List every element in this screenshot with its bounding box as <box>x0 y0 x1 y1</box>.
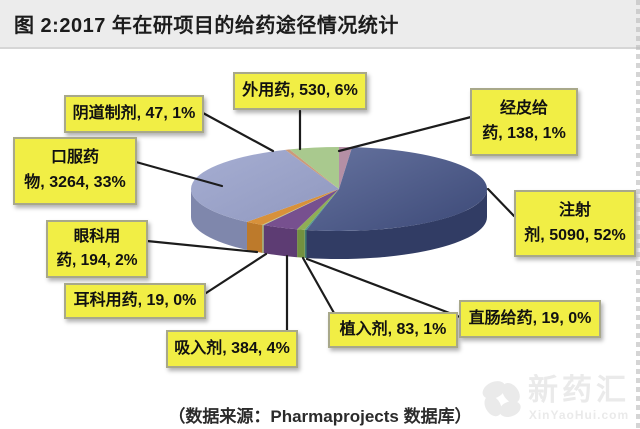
pie-slice-vaginal <box>285 149 339 189</box>
pie-slice-rectal <box>304 189 339 230</box>
pie-slice-side-inhalation <box>263 225 298 258</box>
pie-label-rectal-text: 直肠给药, 19, 0% <box>468 309 592 327</box>
pie-label-topical-text: 外用药, 530, 6% <box>242 81 358 99</box>
pie-slice-side-oral <box>191 189 247 250</box>
pie-label-injection-line1: 注射 <box>558 201 591 219</box>
leader-line-injection <box>486 187 516 218</box>
pie-slice-transdermal <box>339 147 353 189</box>
pie-slice-side-implant <box>297 229 305 258</box>
pie-label-injection-line2: 剂, 5090, 52% <box>524 226 626 244</box>
figure-title-bar: 图 2:2017 年在研项目的给药途径情况统计 <box>0 0 640 49</box>
pie-label-inhalation: 吸入剂, 384, 4% <box>166 330 298 368</box>
leader-line-implant <box>301 256 336 315</box>
pie-label-implant: 植入剂, 83, 1% <box>328 312 458 348</box>
pinwheel-flower-icon <box>482 381 521 417</box>
pie-label-rectal: 直肠给药, 19, 0% <box>459 300 601 338</box>
pie-label-oral: 口服药 物, 3264, 33% <box>13 137 137 205</box>
figure-title: 图 2:2017 年在研项目的给药途径情况统计 <box>14 15 399 37</box>
leader-line-rectal <box>305 257 462 319</box>
pie-label-ophthalmic-line2: 药, 194, 2% <box>56 252 138 269</box>
pie-slice-side-injection <box>306 189 487 260</box>
pie-label-oral-line1: 口服药 <box>50 149 99 167</box>
pie-label-transdermal-line1: 经皮给 <box>499 100 548 118</box>
pie-label-vaginal-text: 阴道制剂, 47, 1% <box>72 104 196 122</box>
leader-line-transdermal <box>337 115 473 153</box>
pie-label-ophthalmic-line1: 眼科用 <box>73 227 121 245</box>
pie-label-topical: 外用药, 530, 6% <box>233 72 367 110</box>
pie-slice-inhalation <box>263 189 339 230</box>
pie-slice-side-ophthalmic <box>246 221 263 253</box>
pie-label-transdermal: 经皮给 药, 138, 1% <box>470 88 578 156</box>
pie-slice-ophthalmic <box>246 189 339 225</box>
pie-slice-oral <box>191 149 339 222</box>
watermark-domain: XinYaoHui.com <box>528 408 630 422</box>
leader-lines <box>134 109 516 333</box>
pie-3d <box>191 147 487 260</box>
pie-label-implant-text: 植入剂, 83, 1% <box>339 320 447 338</box>
pie-label-ophthalmic: 眼科用 药, 194, 2% <box>46 220 148 278</box>
pie-label-transdermal-line2: 药, 138, 1% <box>482 125 566 142</box>
pie-slice-side-otic <box>262 224 264 254</box>
leader-line-otic <box>201 252 268 297</box>
leader-line-ophthalmic <box>145 239 259 254</box>
pie-label-otic-text: 耳科用药, 19, 0% <box>73 291 197 309</box>
leader-line-vaginal <box>201 111 275 153</box>
pie-label-otic: 耳科用药, 19, 0% <box>64 283 206 319</box>
pie-slice-otic <box>262 189 339 226</box>
watermark: 新药汇 XinYaoHui.com <box>476 373 630 425</box>
watermark-name: 新药汇 <box>528 374 630 407</box>
pie-slice-implant <box>297 189 339 230</box>
pie-label-injection: 注射 剂, 5090, 52% <box>514 190 636 257</box>
scan-artifact-right-edge <box>636 0 640 429</box>
pie-label-oral-line2: 物, 3264, 33% <box>24 174 126 191</box>
pie-label-vaginal: 阴道制剂, 47, 1% <box>64 95 204 133</box>
leader-line-oral <box>134 160 224 188</box>
pie-label-inhalation-text: 吸入剂, 384, 4% <box>174 339 290 357</box>
pie-slice-injection <box>306 147 487 231</box>
pie-slice-topical <box>289 147 339 189</box>
pie-slice-side-rectal <box>304 229 307 258</box>
data-source-caption: （数据来源：Pharmaprojects 数据库） <box>168 407 472 426</box>
